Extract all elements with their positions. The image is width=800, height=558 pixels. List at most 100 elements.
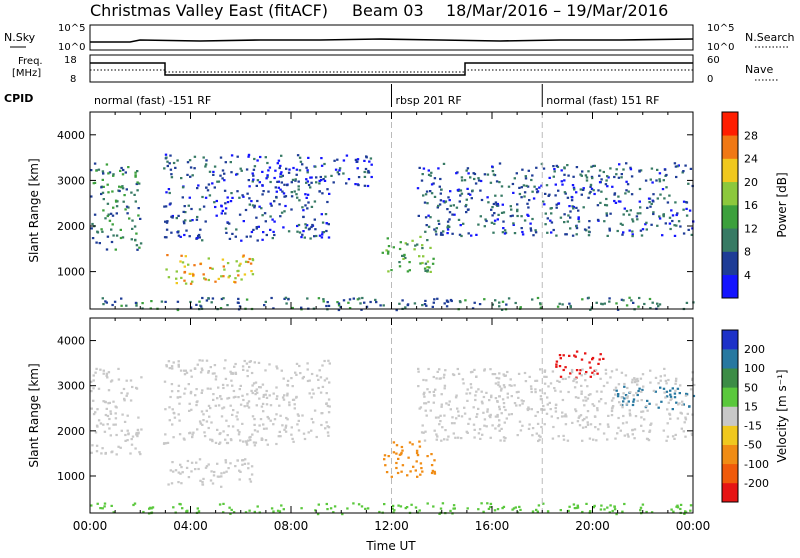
scatter-cell (459, 301, 462, 304)
scatter-cell (529, 229, 533, 232)
scatter-cell (676, 165, 679, 168)
scatter-cell (236, 411, 239, 414)
scatter-cell (534, 391, 537, 394)
scatter-cell (524, 380, 528, 383)
scatter-cell (93, 162, 97, 165)
scatter-cell (594, 426, 597, 429)
scatter-cell (337, 304, 341, 307)
scatter-cell (136, 428, 140, 431)
scatter-cell (414, 469, 417, 472)
scatter-cell (102, 185, 105, 188)
scatter-cell (523, 191, 527, 194)
scatter-cell (485, 425, 488, 428)
scatter-cell (491, 170, 495, 173)
scatter-cell (398, 302, 401, 305)
scatter-cell (259, 418, 263, 421)
scatter-cell (209, 366, 212, 369)
scatter-cell (310, 372, 314, 376)
scatter-cell (309, 237, 312, 240)
scatter-cell (626, 433, 629, 436)
scatter-cell (318, 234, 322, 237)
scatter-cell (498, 372, 501, 375)
scatter-cell (625, 421, 628, 424)
scatter-cell (474, 182, 478, 185)
scatter-cell (650, 422, 653, 425)
power-scatter (90, 153, 695, 312)
scatter-cell (433, 195, 437, 198)
scatter-cell (221, 383, 225, 386)
y-tick-label: 4000 (57, 129, 85, 142)
scatter-cell (665, 439, 668, 442)
scatter-cell (297, 180, 300, 183)
scatter-cell (202, 477, 205, 480)
scatter-cell (400, 451, 403, 454)
scatter-cell (177, 360, 180, 363)
scatter-cell (456, 407, 459, 410)
scatter-cell (585, 416, 588, 419)
scatter-cell (185, 371, 189, 374)
scatter-cell (610, 409, 614, 413)
scatter-cell (577, 396, 580, 399)
scatter-cell (578, 415, 581, 418)
scatter-cell (169, 202, 172, 205)
scatter-cell (111, 450, 114, 453)
scatter-cell (418, 166, 421, 169)
scatter-cell (250, 465, 254, 468)
scatter-cell (643, 418, 646, 421)
scatter-cell (614, 393, 617, 396)
scatter-cell (539, 302, 542, 305)
scatter-cell (327, 398, 331, 401)
scatter-cell (233, 365, 236, 368)
scatter-cell (609, 212, 612, 215)
scatter-cell (383, 458, 386, 461)
scatter-cell (357, 184, 360, 187)
scatter-cell (531, 190, 534, 193)
scatter-cell (596, 409, 599, 412)
scatter-cell (310, 225, 313, 229)
scatter-cell (193, 264, 196, 267)
scatter-cell (635, 391, 638, 395)
scatter-cell (222, 297, 225, 300)
scatter-cell (647, 197, 651, 200)
scatter-cell (202, 413, 205, 416)
scatter-cell (163, 236, 167, 239)
scatter-cell (434, 416, 438, 419)
scatter-cell (244, 260, 248, 263)
scatter-cell (589, 366, 592, 369)
scatter-cell (296, 230, 299, 233)
scatter-cell (464, 205, 467, 208)
scatter-cell (278, 203, 281, 206)
scatter-cell (266, 174, 269, 177)
scatter-cell (321, 221, 325, 224)
scatter-cell (543, 203, 546, 206)
scatter-cell (496, 415, 499, 418)
scatter-cell (107, 402, 110, 405)
scatter-cell (391, 504, 395, 507)
scatter-cell (591, 177, 594, 180)
scatter-cell (446, 208, 449, 211)
scatter-cell (546, 396, 549, 399)
scatter-cell (675, 224, 678, 227)
scatter-cell (636, 218, 639, 221)
scatter-cell (417, 367, 420, 370)
scatter-cell (223, 172, 226, 175)
scatter-cell (120, 186, 123, 189)
scatter-cell (404, 256, 407, 260)
scatter-cell (271, 218, 274, 221)
scatter-cell (252, 228, 255, 231)
scatter-cell (327, 223, 330, 226)
scatter-cell (580, 358, 584, 361)
scatter-cell (548, 401, 551, 404)
scatter-cell (543, 375, 546, 378)
scatter-cell (378, 510, 381, 514)
scatter-cell (604, 183, 608, 186)
scatter-cell (221, 407, 224, 410)
scatter-cell (250, 200, 253, 203)
scatter-cell (238, 196, 241, 199)
scatter-cell (500, 308, 504, 311)
scatter-cell (663, 168, 667, 171)
y-tick-label: 4000 (57, 335, 85, 348)
scatter-cell (506, 396, 509, 399)
scatter-cell (587, 196, 590, 199)
scatter-cell (626, 386, 629, 390)
